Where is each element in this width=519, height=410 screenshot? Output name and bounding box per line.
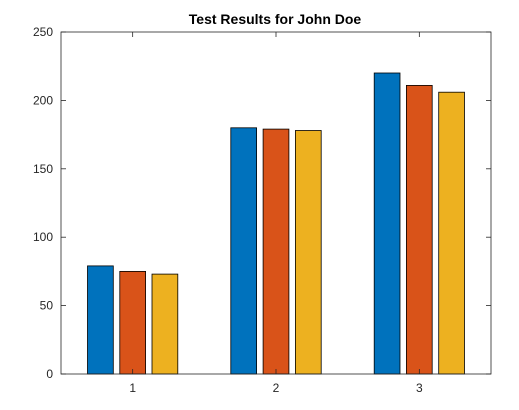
x-tick-label: 2: [273, 381, 280, 395]
bar-series2-cat1: [119, 270, 147, 375]
y-tick-label: 0: [46, 367, 53, 381]
bar-series2-cat2: [262, 128, 290, 375]
bar-series3-cat3: [438, 91, 465, 375]
bar-series1-cat2: [230, 127, 258, 375]
bar-series1-cat1: [87, 265, 114, 375]
y-tick-label: 100: [33, 230, 53, 244]
x-tick-label: 1: [129, 381, 136, 395]
chart-title: Test Results for John Doe: [189, 11, 362, 27]
y-tick-label: 150: [33, 162, 53, 176]
bar-series2-cat3: [405, 85, 433, 375]
bar-series3-cat2: [294, 130, 322, 375]
bar-series3-cat1: [151, 273, 179, 375]
y-tick-label: 200: [33, 93, 53, 107]
plot-area: 0 50 100 150 200 250 1 2 3: [33, 25, 492, 395]
y-tick-label: 50: [40, 299, 54, 313]
bar-series1-cat3: [373, 72, 401, 375]
x-tick-label: 3: [416, 381, 423, 395]
y-tick-label: 250: [33, 25, 53, 39]
